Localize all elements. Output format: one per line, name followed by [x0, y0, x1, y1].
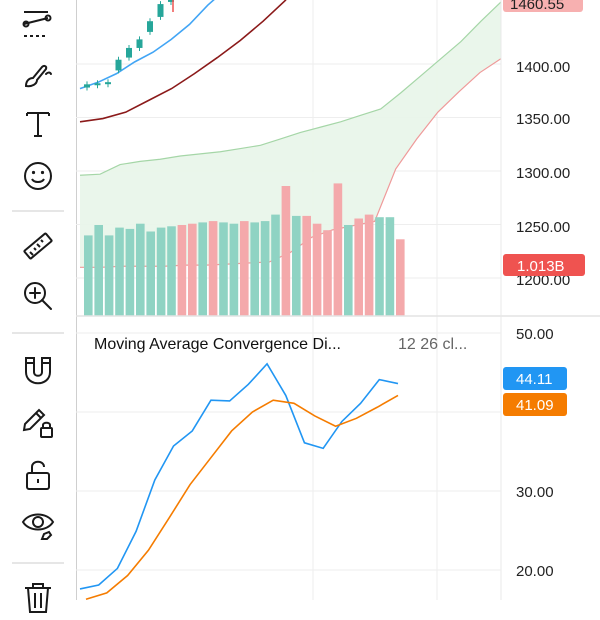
eye-icon [21, 513, 55, 540]
lock-all-tool[interactable] [14, 450, 62, 498]
cloud-fill [80, 1, 501, 268]
zoom-tool[interactable] [14, 272, 62, 320]
macd-grid [76, 332, 501, 571]
candle-body [84, 84, 90, 88]
candle-body [105, 82, 111, 85]
ruler-icon [23, 232, 53, 260]
toolbar-divider [12, 562, 64, 564]
macd-line [79, 362, 399, 590]
volume-bar [198, 222, 207, 316]
macd-value-label: 44.11 [516, 371, 552, 388]
volume-label: 1.013B [517, 258, 565, 275]
volume-bar [188, 223, 197, 316]
macd-tick: 30.00 [516, 484, 554, 501]
toolbar-divider [12, 332, 64, 334]
chart-canvas[interactable]: 1400.00 1350.00 1300.00 1250.00 1200.00 … [75, 0, 600, 600]
lock-drawings-tool[interactable] [14, 398, 62, 446]
price-tick: 1200.00 [516, 272, 570, 289]
volume-bar [208, 221, 218, 316]
volume-bar [167, 226, 176, 316]
volume-badge [503, 254, 585, 276]
cloud-upper-line [79, 1, 502, 176]
magnet-icon [25, 357, 51, 385]
drawing-toolbar [0, 0, 76, 613]
brush-icon [24, 64, 52, 88]
volume-bar [260, 221, 270, 316]
price-lines [79, 0, 287, 123]
macd-tick: 50.00 [516, 326, 554, 343]
volume-bar [312, 223, 322, 316]
last-price-label: 1460.55 [510, 0, 564, 13]
smiley-icon [24, 162, 52, 190]
trend-line-tool[interactable] [14, 0, 62, 48]
text-icon [26, 112, 50, 137]
brush-tool[interactable] [14, 50, 62, 98]
volume-bar [156, 227, 166, 316]
candle-body [126, 47, 132, 58]
volume-bar [146, 231, 155, 316]
hide-drawings-tool[interactable] [14, 500, 62, 548]
volume-bar [281, 186, 291, 316]
volume-bar [219, 222, 228, 316]
magnet-tool[interactable] [14, 346, 62, 394]
volume-bar [229, 223, 239, 316]
volume-bar [240, 221, 249, 316]
ma-darkred-line [79, 0, 287, 123]
candle-body [94, 83, 101, 86]
candlesticks [84, 0, 174, 91]
volume-bar [94, 225, 103, 316]
candle-body [147, 21, 153, 32]
emoji-tool[interactable] [14, 152, 62, 200]
last-price-badge [503, 0, 583, 12]
candle-body [115, 59, 122, 71]
volume-bar [115, 227, 124, 316]
macd-value-badge [503, 367, 567, 390]
measure-tool[interactable] [14, 222, 62, 270]
trend-line-icon [22, 11, 52, 37]
text-tool[interactable] [14, 100, 62, 148]
volume-bar [375, 217, 384, 316]
volume-bar [354, 218, 363, 316]
ma-blue-line [79, 0, 215, 90]
volume-bar [385, 217, 395, 316]
price-tick: 1300.00 [516, 165, 570, 182]
volume-bar [333, 183, 343, 316]
signal-value-badge [503, 393, 567, 416]
volume-bar [104, 235, 114, 316]
volume-bar [271, 214, 280, 316]
price-axis[interactable]: 1400.00 1350.00 1300.00 1250.00 1200.00 … [503, 0, 585, 289]
volume-bar [177, 225, 187, 316]
volume-bar [396, 239, 405, 316]
pencil-lock-icon [22, 408, 53, 438]
trash-icon [25, 583, 51, 613]
candle-body [136, 39, 143, 48]
zoom-in-icon [24, 282, 52, 310]
signal-value-label: 41.09 [516, 397, 554, 414]
volume-bar [84, 235, 93, 316]
macd-lines [79, 362, 399, 600]
volume-bar [136, 223, 145, 316]
price-tick: 1250.00 [516, 219, 570, 236]
price-tick: 1350.00 [516, 111, 570, 128]
candle-body [157, 4, 164, 17]
macd-pane[interactable]: Moving Average Convergence Di... 12 26 c… [76, 326, 567, 600]
macd-tick: 20.00 [516, 563, 554, 580]
volume-bar [292, 215, 301, 316]
volume-bar [323, 230, 332, 316]
candle-body [168, 0, 174, 2]
price-tick: 1400.00 [516, 59, 570, 76]
volume-bar [344, 225, 353, 316]
signal-line [85, 394, 399, 600]
volume-bar [364, 214, 374, 316]
unlock-icon [26, 460, 50, 490]
volume-bar [250, 222, 259, 316]
delete-tool[interactable] [14, 572, 62, 620]
indicator-title[interactable]: Moving Average Convergence Di... [94, 336, 341, 353]
toolbar-divider [12, 210, 64, 212]
chart-area[interactable]: 1400.00 1350.00 1300.00 1250.00 1200.00 … [75, 0, 600, 600]
volume-bars [84, 183, 405, 316]
volume-bar [302, 215, 311, 316]
volume-bar [125, 228, 135, 316]
indicator-params[interactable]: 12 26 cl... [398, 336, 467, 353]
